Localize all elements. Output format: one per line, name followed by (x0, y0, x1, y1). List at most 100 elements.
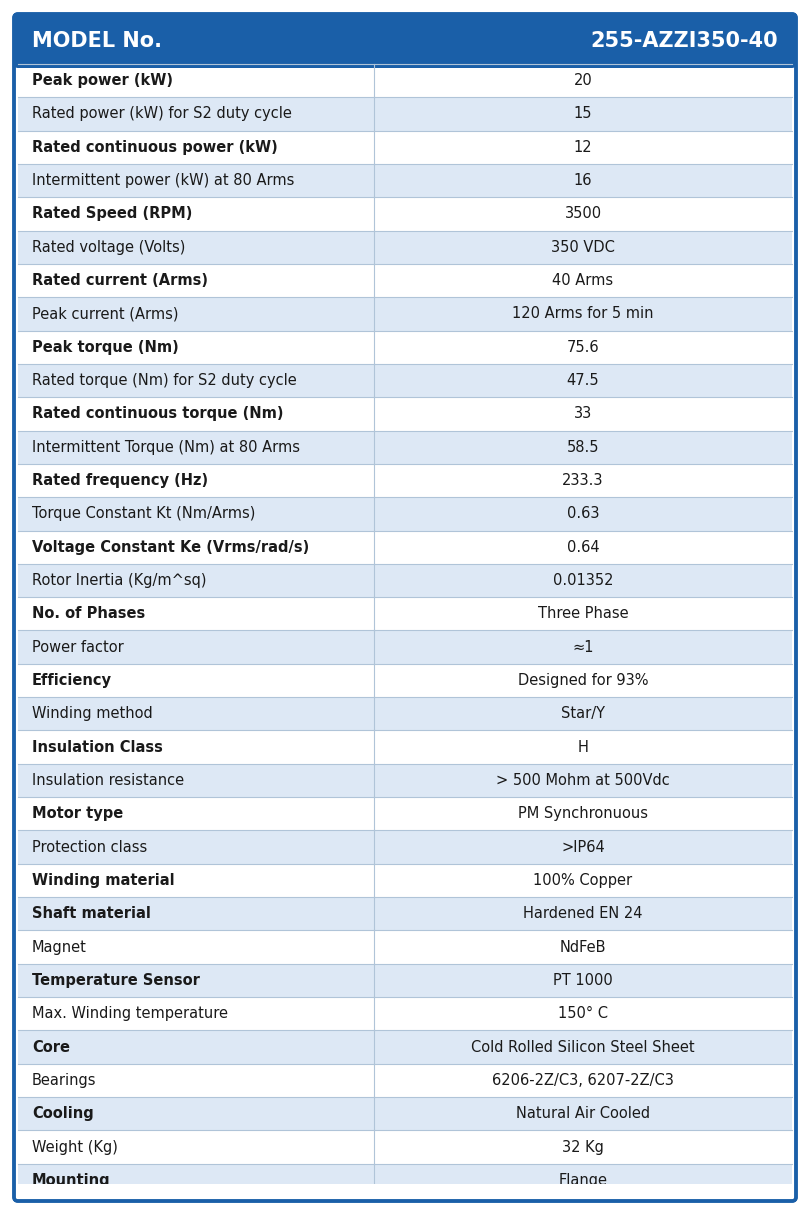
Bar (18, 998, 792, 1030)
Text: Peak torque (Nm): Peak torque (Nm) (32, 340, 179, 355)
Bar (18, 164, 792, 197)
Text: Peak current (Arms): Peak current (Arms) (32, 306, 178, 322)
Bar (18, 430, 792, 464)
Bar (18, 231, 792, 264)
Text: Rated voltage (Volts): Rated voltage (Volts) (32, 239, 185, 255)
Text: 15: 15 (573, 107, 592, 122)
Text: 120 Arms for 5 min: 120 Arms for 5 min (512, 306, 654, 322)
Bar (18, 663, 792, 697)
FancyBboxPatch shape (14, 15, 796, 68)
Text: 40 Arms: 40 Arms (552, 273, 614, 288)
Bar (18, 1130, 792, 1164)
FancyBboxPatch shape (13, 1183, 797, 1202)
Text: 233.3: 233.3 (562, 473, 603, 488)
Bar (18, 897, 792, 931)
Bar (18, 730, 792, 764)
Text: No. of Phases: No. of Phases (32, 606, 145, 621)
Text: 6206-2Z/C3, 6207-2Z/C3: 6206-2Z/C3, 6207-2Z/C3 (492, 1073, 674, 1087)
Bar (18, 41, 792, 64)
Text: Motor type: Motor type (32, 807, 123, 821)
Bar (18, 631, 792, 663)
Text: Shaft material: Shaft material (32, 906, 151, 921)
Bar (18, 1164, 792, 1197)
Text: 150° C: 150° C (558, 1006, 608, 1022)
Text: 16: 16 (573, 173, 592, 188)
Text: Torque Constant Kt (Nm/Arms): Torque Constant Kt (Nm/Arms) (32, 507, 255, 521)
Text: 58.5: 58.5 (567, 440, 599, 454)
Text: Designed for 93%: Designed for 93% (518, 673, 648, 688)
Bar (18, 697, 792, 730)
Bar (18, 197, 792, 231)
Text: Cold Rolled Silicon Steel Sheet: Cold Rolled Silicon Steel Sheet (471, 1040, 695, 1055)
Text: NdFeB: NdFeB (560, 939, 606, 955)
Text: Rated torque (Nm) for S2 duty cycle: Rated torque (Nm) for S2 duty cycle (32, 373, 296, 388)
Bar (18, 464, 792, 497)
Text: PM Synchronuous: PM Synchronuous (518, 807, 648, 821)
Text: Rated continuous power (kW): Rated continuous power (kW) (32, 140, 278, 154)
Text: ≈1: ≈1 (573, 639, 594, 655)
Text: 75.6: 75.6 (567, 340, 599, 355)
Text: > 500 Mohm at 500Vdc: > 500 Mohm at 500Vdc (497, 773, 670, 789)
Bar (18, 830, 792, 864)
Bar (18, 1063, 792, 1097)
Bar (18, 764, 792, 797)
Text: 0.64: 0.64 (567, 539, 599, 555)
Text: Winding method: Winding method (32, 706, 153, 722)
Text: Efficiency: Efficiency (32, 673, 112, 688)
Bar (18, 364, 792, 397)
Text: Natural Air Cooled: Natural Air Cooled (516, 1106, 650, 1121)
Text: Winding material: Winding material (32, 872, 175, 888)
Text: Insulation resistance: Insulation resistance (32, 773, 184, 789)
Text: Rotor Inertia (Kg/m^sq): Rotor Inertia (Kg/m^sq) (32, 573, 207, 588)
Text: Temperature Sensor: Temperature Sensor (32, 973, 200, 988)
Text: 20: 20 (573, 73, 592, 89)
Text: Flange: Flange (559, 1172, 608, 1188)
Text: Rated current (Arms): Rated current (Arms) (32, 273, 208, 288)
Bar (18, 931, 792, 963)
Text: Insulation Class: Insulation Class (32, 740, 163, 755)
Bar (18, 564, 792, 598)
Text: MODEL No.: MODEL No. (32, 32, 162, 51)
Text: 3500: 3500 (565, 207, 602, 221)
Bar (18, 298, 792, 330)
Text: Max. Winding temperature: Max. Winding temperature (32, 1006, 228, 1022)
Bar (18, 963, 792, 998)
Text: 255-AZZI350-40: 255-AZZI350-40 (590, 32, 778, 51)
Text: Protection class: Protection class (32, 840, 147, 854)
Text: Star/Y: Star/Y (561, 706, 605, 722)
Bar (18, 497, 792, 531)
Text: Hardened EN 24: Hardened EN 24 (523, 906, 643, 921)
Text: H: H (578, 740, 588, 755)
Text: 12: 12 (573, 140, 592, 154)
Text: PT 1000: PT 1000 (553, 973, 613, 988)
Text: 350 VDC: 350 VDC (551, 239, 615, 255)
Text: Rated continuous torque (Nm): Rated continuous torque (Nm) (32, 406, 284, 422)
Text: 100% Copper: 100% Copper (534, 872, 633, 888)
Bar (18, 131, 792, 164)
Bar (18, 864, 792, 897)
Text: 0.63: 0.63 (567, 507, 599, 521)
Bar (18, 64, 792, 97)
Bar (18, 97, 792, 131)
Text: Voltage Constant Ke (Vrms/rad/s): Voltage Constant Ke (Vrms/rad/s) (32, 539, 309, 555)
Text: Rated power (kW) for S2 duty cycle: Rated power (kW) for S2 duty cycle (32, 107, 292, 122)
Bar (18, 330, 792, 364)
Bar (18, 531, 792, 564)
Text: Magnet: Magnet (32, 939, 87, 955)
Text: Intermittent power (kW) at 80 Arms: Intermittent power (kW) at 80 Arms (32, 173, 294, 188)
Text: 33: 33 (574, 406, 592, 422)
Bar (18, 264, 792, 298)
Bar (18, 598, 792, 631)
Text: Mounting: Mounting (32, 1172, 111, 1188)
Text: Rated frequency (Hz): Rated frequency (Hz) (32, 473, 208, 488)
Text: Three Phase: Three Phase (538, 606, 629, 621)
Bar (18, 797, 792, 830)
Text: Intermittent Torque (Nm) at 80 Arms: Intermittent Torque (Nm) at 80 Arms (32, 440, 300, 454)
Text: Core: Core (32, 1040, 70, 1055)
Text: Bearings: Bearings (32, 1073, 96, 1087)
Text: >IP64: >IP64 (561, 840, 605, 854)
Text: Rated Speed (RPM): Rated Speed (RPM) (32, 207, 193, 221)
Text: Weight (Kg): Weight (Kg) (32, 1140, 118, 1154)
Bar (18, 397, 792, 430)
Bar (18, 1097, 792, 1130)
